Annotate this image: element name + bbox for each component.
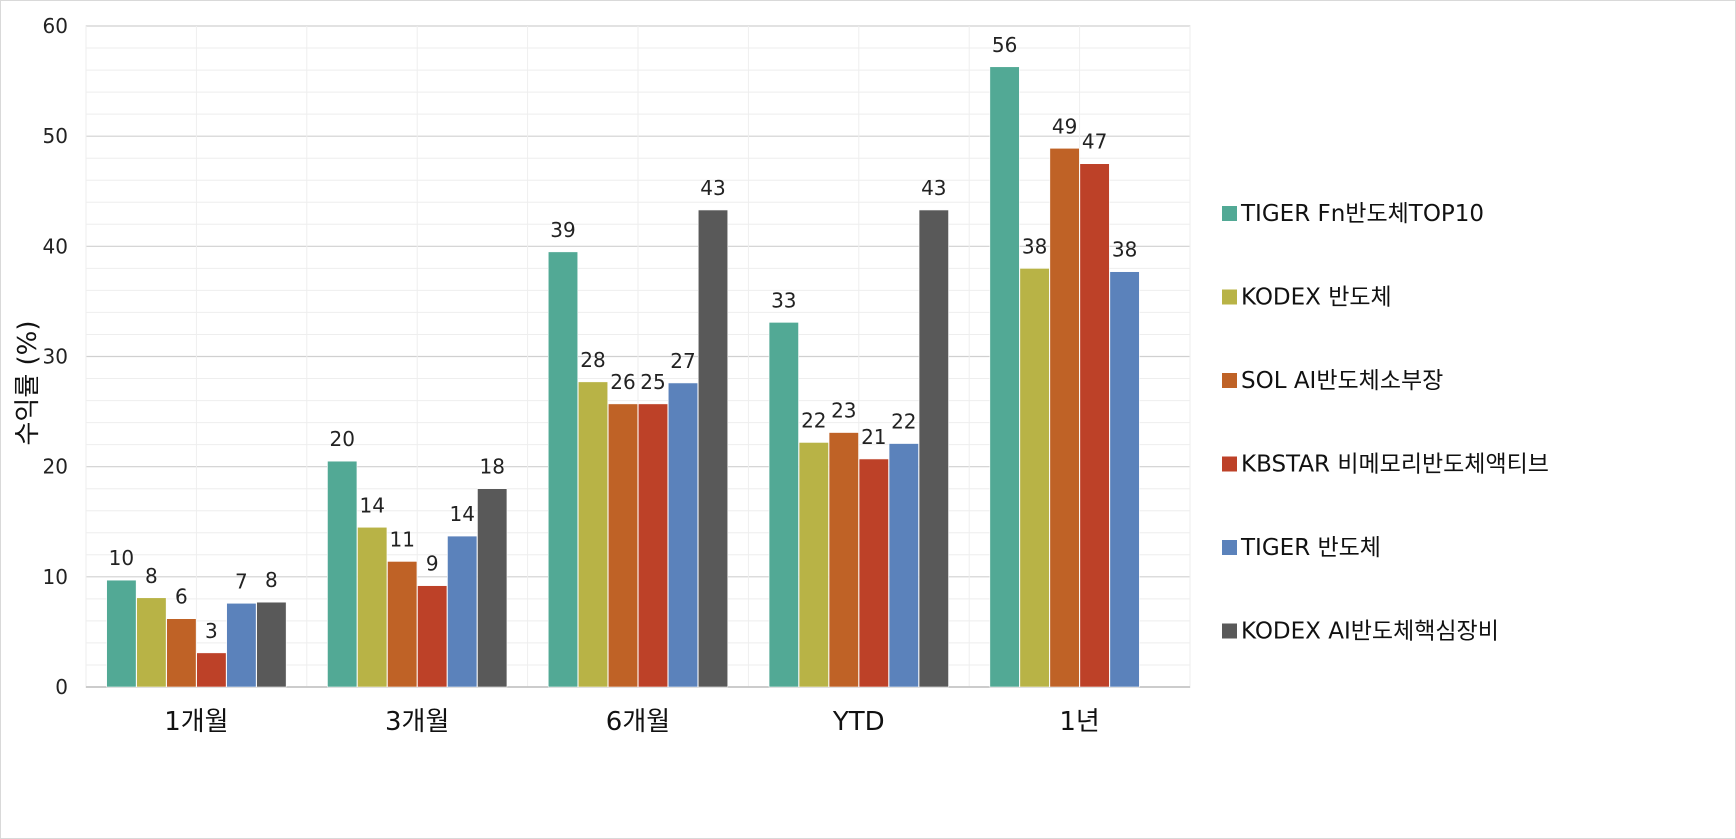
bar	[697, 209, 729, 688]
y-tick-label: 20	[43, 455, 68, 479]
legend-label: KODEX 반도체	[1241, 285, 1392, 311]
data-label: 47	[1082, 130, 1107, 154]
bar	[667, 382, 699, 688]
data-label: 56	[992, 33, 1017, 57]
data-label: 22	[891, 410, 916, 434]
x-category-label: 1개월	[164, 707, 228, 737]
legend-item: KODEX AI반도체핵심장비	[1222, 619, 1499, 645]
data-label: 21	[861, 425, 886, 449]
bar	[226, 602, 257, 688]
bar	[357, 526, 388, 688]
data-label: 11	[389, 527, 414, 551]
legend-swatch	[1222, 206, 1237, 221]
y-tick-label: 60	[43, 14, 68, 38]
data-label: 38	[1022, 234, 1047, 258]
legend-label: TIGER Fn반도체TOP10	[1240, 201, 1484, 227]
data-label-layer: 1020393356814282238611262349392521477142…	[109, 33, 1138, 643]
bar	[888, 443, 919, 688]
bar	[768, 322, 799, 688]
y-tick-label: 40	[43, 234, 68, 258]
y-tick-label: 0	[55, 675, 68, 699]
data-label: 14	[359, 493, 384, 517]
data-label: 49	[1052, 114, 1077, 138]
x-category-label: 6개월	[606, 707, 670, 737]
legend-item: TIGER 반도체	[1222, 535, 1381, 561]
x-category-label: YTD	[832, 707, 885, 737]
data-label: 25	[640, 370, 665, 394]
y-axis-title: 수익률 (%)	[13, 320, 43, 445]
data-label: 33	[771, 288, 796, 312]
y-tick-label: 10	[43, 565, 68, 589]
bar	[918, 209, 949, 688]
legend-swatch	[1222, 540, 1237, 555]
data-label: 14	[449, 502, 474, 526]
data-label: 6	[175, 585, 188, 609]
legend: TIGER Fn반도체TOP10 KODEX 반도체 SOL AI반도체소부장 KBS…	[1222, 201, 1549, 645]
legend-label: KBSTAR 비메모리반도체액티브	[1241, 452, 1549, 478]
legend-swatch	[1222, 289, 1237, 305]
bar	[637, 403, 669, 688]
data-label: 28	[580, 348, 605, 372]
data-label: 43	[921, 176, 946, 200]
bar-layer	[106, 66, 1140, 688]
data-label: 39	[550, 218, 575, 242]
legend-label: SOL AI반도체소부장	[1241, 368, 1443, 394]
legend-swatch	[1222, 623, 1237, 639]
bar	[256, 601, 287, 688]
data-label: 26	[610, 370, 635, 394]
bar	[1079, 163, 1110, 688]
bar	[447, 535, 478, 688]
bar	[798, 442, 829, 688]
data-label: 20	[329, 427, 354, 451]
x-category-label: 1년	[1059, 707, 1099, 737]
data-label: 18	[479, 455, 504, 479]
bar	[477, 488, 508, 688]
y-tick-label: 50	[43, 124, 68, 148]
data-label: 8	[145, 564, 158, 588]
x-category-label: 3개월	[385, 707, 449, 737]
data-label: 10	[109, 546, 134, 570]
bar	[106, 579, 137, 688]
bar	[1049, 147, 1080, 688]
data-label: 22	[801, 408, 826, 432]
legend-item: KODEX 반도체	[1222, 285, 1392, 311]
data-label: 9	[426, 552, 439, 576]
bar	[387, 561, 418, 688]
bar	[547, 251, 579, 688]
legend-item: TIGER Fn반도체TOP10	[1222, 201, 1484, 227]
bar	[828, 432, 859, 688]
bar	[1019, 268, 1050, 688]
data-label: 23	[831, 399, 856, 423]
data-label: 38	[1112, 238, 1137, 262]
legend-item: SOL AI반도체소부장	[1222, 368, 1443, 394]
data-label: 7	[235, 569, 248, 593]
bar	[166, 618, 197, 688]
data-label: 27	[670, 349, 695, 373]
y-tick-label: 30	[43, 345, 68, 369]
bar	[196, 652, 227, 688]
legend-label: TIGER 반도체	[1240, 535, 1381, 561]
legend-swatch	[1222, 456, 1237, 472]
data-label: 43	[700, 176, 725, 200]
data-label: 8	[265, 568, 278, 592]
bar	[327, 460, 358, 688]
bar	[577, 381, 609, 688]
legend-item: KBSTAR 비메모리반도체액티브	[1222, 452, 1549, 478]
legend-label: KODEX AI반도체핵심장비	[1241, 619, 1499, 645]
legend-swatch	[1222, 373, 1237, 388]
bar	[989, 66, 1020, 688]
bar	[858, 458, 889, 688]
bar	[607, 403, 639, 688]
bar	[136, 597, 167, 688]
bar	[1109, 271, 1140, 688]
bar	[417, 585, 448, 688]
data-label: 3	[205, 619, 218, 643]
